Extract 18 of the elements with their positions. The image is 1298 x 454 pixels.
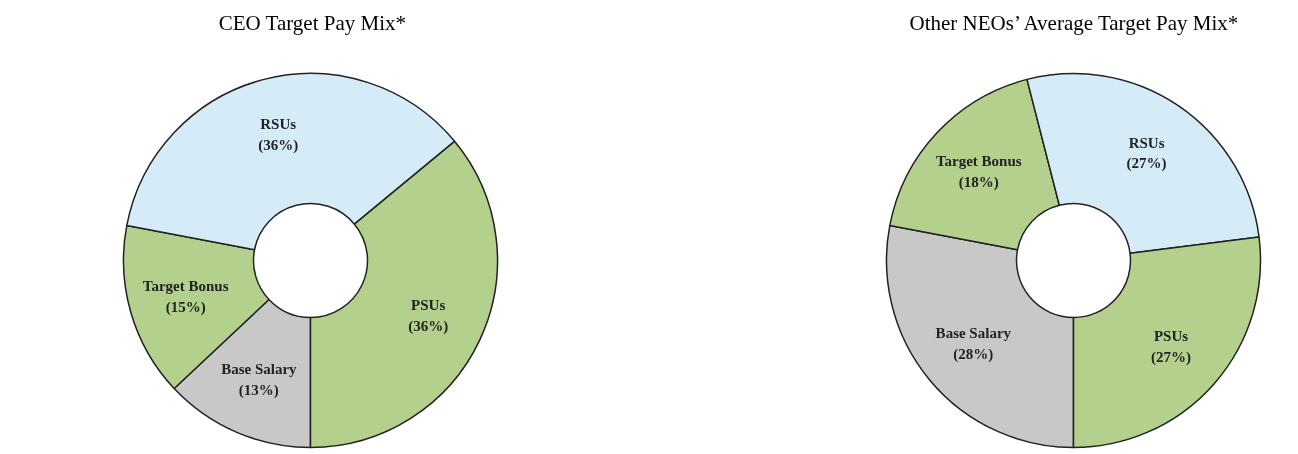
slice-label: PSUs bbox=[1153, 328, 1189, 345]
data-label: (15%) bbox=[165, 299, 206, 317]
slice-label: Base Salary bbox=[935, 324, 1012, 341]
slice-label: RSUs bbox=[1128, 134, 1165, 151]
data-label: (27%) bbox=[1126, 155, 1167, 173]
data-label: (36%) bbox=[258, 136, 299, 154]
data-label: (27%) bbox=[1151, 348, 1192, 366]
chart-title: Other NEOs’ Average Target Pay Mix* bbox=[909, 10, 1239, 35]
slice-label: Target Bonus bbox=[935, 153, 1022, 170]
slice-label: Target Bonus bbox=[142, 278, 229, 295]
data-label: (36%) bbox=[408, 318, 449, 336]
data-label: (18%) bbox=[958, 173, 999, 191]
slice-label: Base Salary bbox=[221, 361, 298, 378]
data-label: (28%) bbox=[953, 345, 994, 363]
chart-title: CEO Target Pay Mix* bbox=[218, 10, 406, 35]
data-label: (13%) bbox=[238, 382, 279, 400]
slice-label: RSUs bbox=[260, 116, 297, 133]
slice-label: PSUs bbox=[411, 297, 446, 314]
